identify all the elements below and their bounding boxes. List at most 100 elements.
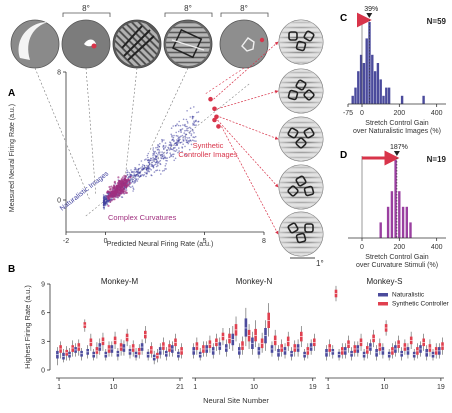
naturalistic-point: [152, 156, 154, 159]
box-iqr: [241, 341, 244, 350]
group-x-tick-label: 19: [309, 384, 317, 391]
synthetic-controller-image: [278, 211, 324, 257]
naturalistic-point: [175, 124, 177, 127]
grating-swirl: [288, 31, 298, 41]
complex-curvature-point: [107, 197, 110, 200]
naturalistic-point: [155, 165, 158, 168]
naturalistic-point: [138, 163, 140, 166]
synthetic-arrow: [221, 126, 279, 235]
naturalistic-point: [166, 151, 169, 154]
histogram-tick-label: 400: [431, 110, 443, 117]
grating-swirl: [303, 185, 315, 197]
naturalistic-point: [153, 157, 156, 160]
naturalistic-point: [161, 139, 164, 142]
reference-label: 39%: [364, 6, 378, 13]
naturalistic-point: [153, 160, 155, 163]
naturalistic-point: [184, 133, 187, 136]
naturalistic-point: [166, 157, 168, 159]
complex-curvature-point: [113, 198, 116, 201]
complex-curvature-point: [118, 179, 121, 182]
naturalistic-point: [186, 120, 189, 123]
group-x-tick-label: 19: [437, 384, 445, 391]
box-iqr: [95, 347, 99, 354]
naturalistic-point: [157, 157, 160, 160]
synthetic-controller-image: [278, 116, 324, 162]
naturalistic-point: [147, 169, 150, 171]
complex-curvature-point: [121, 181, 124, 184]
synthetic-controller-image: [278, 19, 324, 65]
naturalistic-point: [133, 180, 136, 182]
naturalistic-point: [136, 168, 138, 171]
naturalistic-point: [176, 141, 178, 143]
complex-curvature-point: [115, 185, 118, 188]
naturalistic-point: [134, 167, 136, 169]
naturalistic-point: [138, 167, 141, 170]
group-x-tick-label: 1: [57, 384, 61, 391]
naturalistic-point: [121, 196, 124, 198]
histogram-tick-label: 200: [393, 110, 405, 117]
naturalistic-point: [193, 124, 196, 126]
complex-curvature-point: [107, 190, 110, 193]
naturalistic-point: [172, 148, 174, 151]
naturalistic-point: [164, 142, 167, 144]
histogram-bar: [405, 206, 408, 238]
naturalistic-point: [188, 148, 191, 151]
grating-swirl: [295, 79, 307, 91]
naturalistic-point: [136, 170, 138, 173]
naturalistic-point: [159, 162, 161, 165]
naturalistic-point: [157, 161, 160, 164]
naturalistic-point: [172, 125, 174, 127]
legend-label: Naturalistic: [392, 292, 425, 299]
naturalistic-point: [187, 129, 189, 132]
complex-curvature-point: [125, 186, 128, 189]
naturalistic-point: [102, 197, 105, 199]
naturalistic-point: [163, 139, 165, 141]
naturalistic-point: [132, 170, 134, 173]
naturalistic-point: [186, 125, 188, 128]
grating-swirl: [303, 127, 315, 139]
histogram-xlabel-line1: Stretch Control Gain: [365, 120, 429, 127]
naturalistic-point: [175, 134, 178, 137]
panel-b-legend: Naturalistic Synthetic Controller: [378, 292, 450, 308]
histogram-bar: [379, 79, 382, 104]
naturalistic-point: [184, 145, 186, 148]
complex-curvature-point: [120, 179, 123, 182]
naturalistic-point: [147, 170, 149, 173]
naturalistic-point: [133, 171, 136, 173]
naturalistic-point: [102, 204, 105, 207]
naturalistic-point: [181, 146, 183, 148]
complex-curvature-point: [119, 189, 122, 192]
naturalistic-point: [178, 150, 180, 152]
naturalistic-point: [132, 176, 134, 178]
complex-curvature-point: [109, 200, 112, 203]
naturalistic-point: [161, 154, 163, 156]
naturalistic-point: [170, 143, 173, 146]
naturalistic-point: [106, 203, 109, 206]
naturalistic-point: [185, 136, 187, 139]
naturalistic-point: [187, 122, 189, 124]
panel-a: A -2 0 5 8 8 0 Measured Neural Firing Rate (a…: [8, 41, 324, 268]
label-complex-curvatures: Complex Curvatures: [108, 213, 177, 222]
naturalistic-point: [193, 121, 196, 124]
sample-size-label: N=59: [427, 17, 447, 26]
complex-curvature-point: [113, 189, 116, 192]
naturalistic-point: [155, 147, 157, 149]
naturalistic-point: [193, 120, 195, 122]
naturalistic-point: [105, 198, 107, 200]
naturalistic-point: [190, 133, 193, 135]
naturalistic-point: [187, 140, 190, 142]
naturalistic-point: [132, 190, 134, 192]
naturalistic-point: [161, 140, 163, 143]
grating-swirl: [295, 40, 307, 52]
synthetic-arrow: [213, 41, 279, 100]
naturalistic-point: [156, 169, 159, 171]
grating-swirl: [295, 232, 307, 244]
label-naturalistic-images: Naturalistic Images: [59, 170, 111, 212]
naturalistic-point: [191, 128, 194, 131]
naturalistic-point: [154, 154, 156, 157]
naturalistic-point: [149, 159, 152, 161]
naturalistic-point: [126, 171, 128, 174]
naturalistic-point: [152, 158, 154, 160]
connector-line: [34, 67, 91, 201]
